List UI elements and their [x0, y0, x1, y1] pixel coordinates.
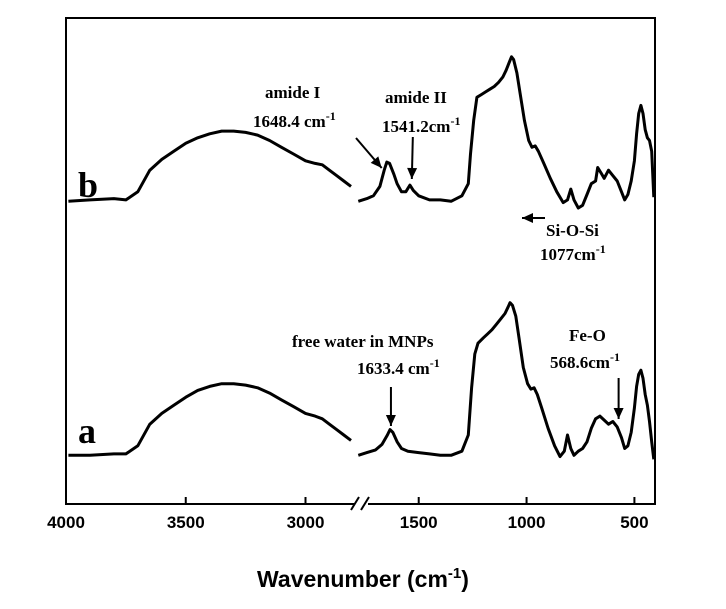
x-tick-label-3000: 3000: [287, 513, 325, 532]
annotation-feo-value: 568.6cm-1: [550, 350, 620, 372]
annotation-sios-sup: -1: [596, 242, 606, 256]
annotation-water-sup: -1: [430, 356, 440, 370]
plot-frame: [65, 17, 656, 511]
series-a-line-segment-1: [68, 382, 352, 457]
annotation-amide1-value: 1648.4 cm-1: [253, 109, 336, 131]
annotation-amide2-sup: -1: [450, 114, 460, 128]
x-tick-label-1000: 1000: [508, 513, 546, 532]
annotation-arrows: [355, 136, 624, 426]
axis-break-mark-right: [360, 496, 370, 511]
annotation-feo-name: Fe-O: [569, 326, 606, 345]
x-axis-title-sup: -1: [448, 565, 461, 582]
axis-break-mark-left: [350, 496, 360, 511]
annotation-amide2-name: amide II: [385, 88, 447, 107]
annotation-feo-sup: -1: [610, 350, 620, 364]
x-ticks: 4000 3500 3000 1500 1000 500: [47, 497, 649, 532]
axis-break-gap: [354, 499, 368, 509]
x-axis-title: Wavenumber (cm-1): [257, 565, 469, 592]
x-tick-label-1500: 1500: [400, 513, 438, 532]
series-b-line-segment-1: [68, 129, 352, 203]
annotation-amide1-sup: -1: [326, 109, 336, 123]
annotation-sios-value: 1077cm-1: [540, 242, 606, 264]
series-label-a: a: [78, 411, 96, 451]
series-label-b: b: [78, 165, 98, 205]
x-tick-label-3500: 3500: [167, 513, 205, 532]
spectra: [68, 55, 656, 460]
feo-arrow: [613, 378, 624, 419]
water-arrow: [385, 387, 396, 426]
annotation-water-value: 1633.4 cm-1: [357, 356, 440, 378]
x-tick-label-500: 500: [620, 513, 648, 532]
annotation-amide1-name: amide I: [265, 83, 321, 102]
sios-arrow: [522, 213, 545, 223]
amide2-arrow: [407, 136, 418, 180]
x-tick-label-4000: 4000: [47, 513, 85, 532]
amide1-arrow: [355, 137, 383, 169]
annotation-water-name: free water in MNPs: [292, 332, 434, 351]
annotation-amide2-value: 1541.2cm-1: [382, 114, 460, 136]
annotation-sios-name: Si-O-Si: [546, 221, 599, 240]
series-b-line-segment-2: [357, 55, 656, 210]
series-a-line-segment-2: [357, 301, 656, 460]
